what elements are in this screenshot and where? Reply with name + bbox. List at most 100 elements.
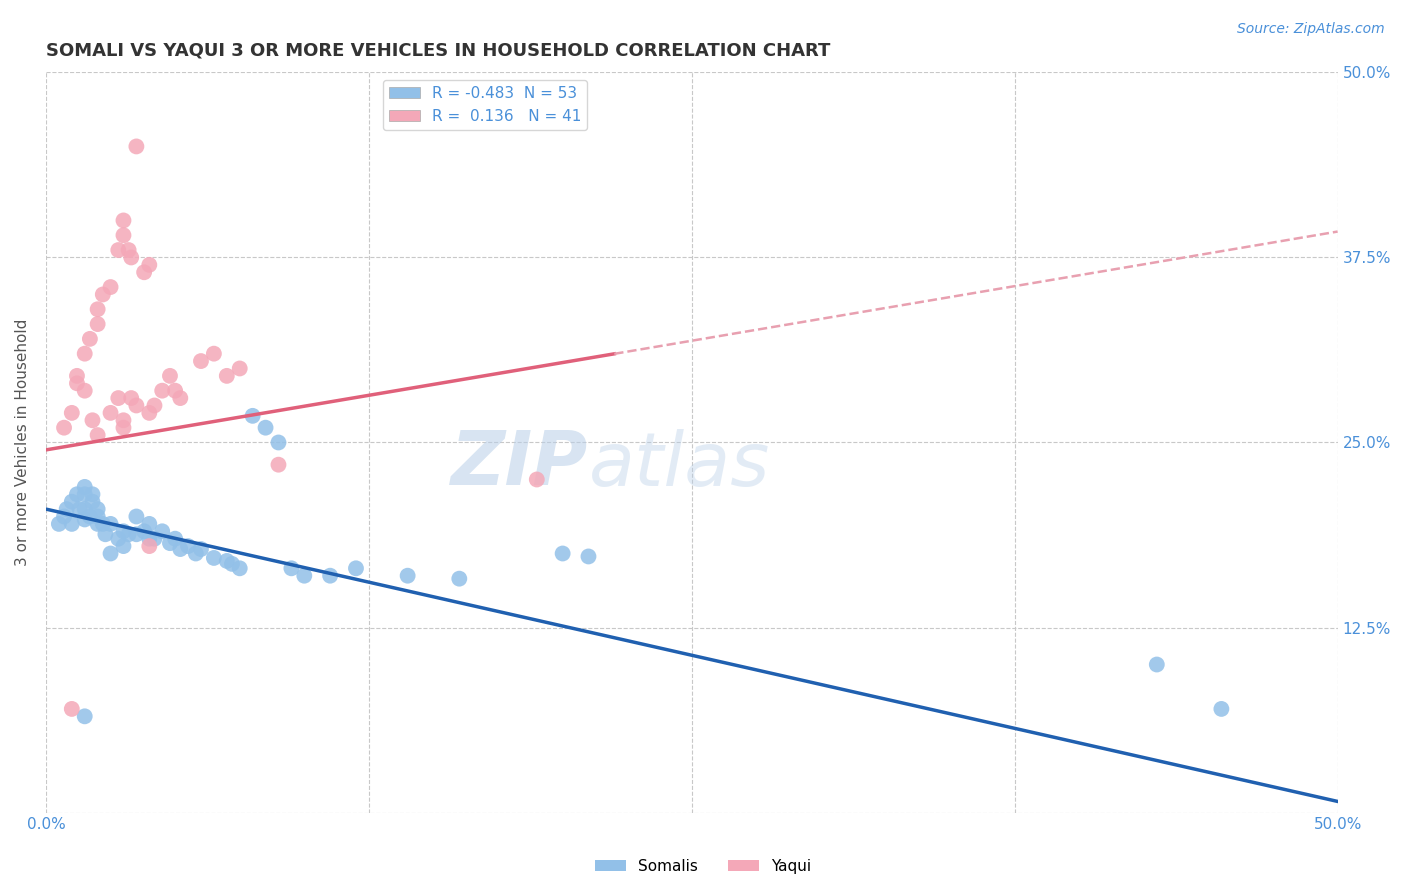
Point [165,532,187,546]
Text: ZIP: ZIP [451,428,589,501]
Point [143,399,166,413]
Point [134,265,156,279]
Point [120,251,142,265]
Point [526,473,548,487]
Point [138,539,160,553]
Point [267,458,290,472]
Point [202,550,225,565]
Point [242,409,264,423]
Point [86,428,108,442]
Point [94,527,117,541]
Point [138,532,160,546]
Point [1211,702,1233,716]
Point [73,480,96,494]
Point [165,384,187,398]
Legend: R = -0.483  N = 53, R =  0.136   N = 41: R = -0.483 N = 53, R = 0.136 N = 41 [382,80,588,130]
Point [107,243,129,257]
Point [73,502,96,516]
Point [112,213,135,227]
Point [79,332,101,346]
Point [177,539,200,553]
Point [138,516,160,531]
Point [254,420,277,434]
Point [159,536,181,550]
Point [112,539,135,553]
Point [82,413,104,427]
Point [150,384,173,398]
Point [190,354,212,368]
Point [125,527,148,541]
Point [82,487,104,501]
Point [60,406,83,420]
Point [100,280,122,294]
Point [86,502,108,516]
Point [107,391,129,405]
Point [100,547,122,561]
Point [134,524,156,539]
Point [60,702,83,716]
Point [100,516,122,531]
Point [73,487,96,501]
Point [73,709,96,723]
Point [169,542,191,557]
Text: Source: ZipAtlas.com: Source: ZipAtlas.com [1237,22,1385,37]
Point [292,568,315,582]
Point [280,561,302,575]
Point [53,509,76,524]
Point [117,243,139,257]
Point [91,287,114,301]
Point [112,413,135,427]
Point [267,435,290,450]
Point [551,547,574,561]
Point [215,368,238,383]
Point [73,346,96,360]
Point [60,494,83,508]
Point [100,406,122,420]
Point [86,302,108,317]
Point [202,346,225,360]
Point [60,516,83,531]
Point [112,524,135,539]
Point [319,568,342,582]
Point [66,368,89,383]
Point [344,561,367,575]
Point [190,542,212,557]
Point [73,512,96,526]
Point [117,527,139,541]
Text: atlas: atlas [589,429,770,500]
Point [91,516,114,531]
Point [159,368,181,383]
Point [112,420,135,434]
Point [125,399,148,413]
Point [449,572,471,586]
Point [55,502,77,516]
Point [79,509,101,524]
Point [112,228,135,243]
Point [1146,657,1168,672]
Point [125,509,148,524]
Point [143,532,166,546]
Point [82,494,104,508]
Point [228,561,250,575]
Point [169,391,191,405]
Point [120,391,142,405]
Point [107,532,129,546]
Point [150,524,173,539]
Point [215,554,238,568]
Point [396,568,419,582]
Point [228,361,250,376]
Point [73,384,96,398]
Point [53,420,76,434]
Point [66,487,89,501]
Text: SOMALI VS YAQUI 3 OR MORE VEHICLES IN HOUSEHOLD CORRELATION CHART: SOMALI VS YAQUI 3 OR MORE VEHICLES IN HO… [46,42,831,60]
Point [86,509,108,524]
Point [66,376,89,391]
Point [69,502,91,516]
Point [125,139,148,153]
Point [48,516,70,531]
Point [86,516,108,531]
Y-axis label: 3 or more Vehicles in Household: 3 or more Vehicles in Household [15,318,30,566]
Point [184,547,207,561]
Point [578,549,600,564]
Point [138,406,160,420]
